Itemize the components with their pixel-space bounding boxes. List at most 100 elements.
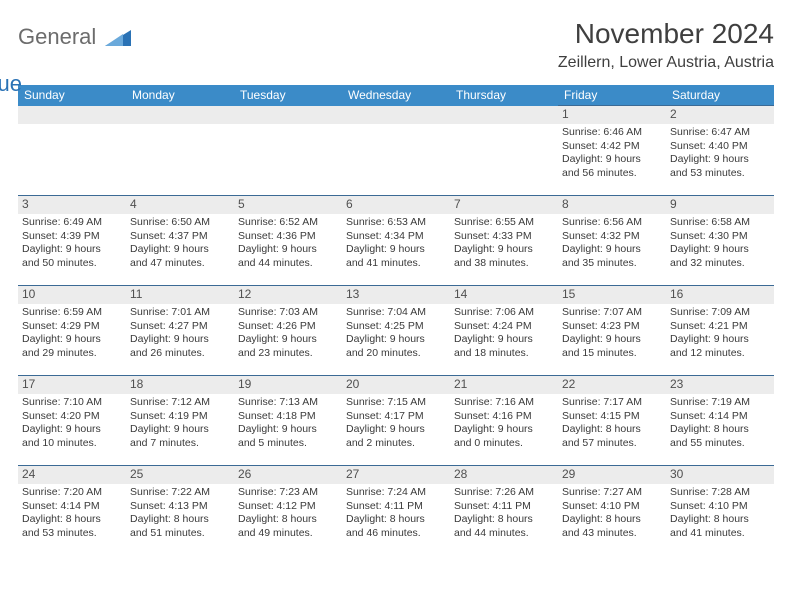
day-info: Sunrise: 6:56 AMSunset: 4:32 PMDaylight:…: [562, 216, 662, 271]
day-info: Sunrise: 6:52 AMSunset: 4:36 PMDaylight:…: [238, 216, 338, 271]
day-info-line: Daylight: 9 hours: [454, 333, 554, 347]
day-info-line: and 41 minutes.: [346, 257, 446, 271]
day-number: 13: [342, 286, 450, 304]
day-info-line: Sunrise: 6:55 AM: [454, 216, 554, 230]
day-info-line: Daylight: 8 hours: [454, 513, 554, 527]
day-info-line: Sunset: 4:25 PM: [346, 320, 446, 334]
day-info-line: Daylight: 9 hours: [346, 333, 446, 347]
day-number: 2: [666, 106, 774, 124]
calendar-day-cell: 1Sunrise: 6:46 AMSunset: 4:42 PMDaylight…: [558, 106, 666, 196]
day-info-line: Daylight: 8 hours: [670, 513, 770, 527]
day-info-line: and 38 minutes.: [454, 257, 554, 271]
calendar-day-cell: 17Sunrise: 7:10 AMSunset: 4:20 PMDayligh…: [18, 376, 126, 466]
day-number: 15: [558, 286, 666, 304]
day-info-line: Daylight: 9 hours: [346, 243, 446, 257]
day-info: Sunrise: 7:24 AMSunset: 4:11 PMDaylight:…: [346, 486, 446, 541]
day-info-line: and 7 minutes.: [130, 437, 230, 451]
day-info-line: Sunrise: 7:17 AM: [562, 396, 662, 410]
logo: General Blue: [18, 24, 131, 77]
weekday-header-row: SundayMondayTuesdayWednesdayThursdayFrid…: [18, 85, 774, 106]
calendar-body: 1Sunrise: 6:46 AMSunset: 4:42 PMDaylight…: [18, 106, 774, 556]
calendar-day-cell: [450, 106, 558, 196]
day-info-line: Sunrise: 7:26 AM: [454, 486, 554, 500]
day-info-line: and 18 minutes.: [454, 347, 554, 361]
day-number: 21: [450, 376, 558, 394]
day-info-line: Sunset: 4:37 PM: [130, 230, 230, 244]
day-info-line: Daylight: 9 hours: [346, 423, 446, 437]
day-info-line: Sunset: 4:20 PM: [22, 410, 122, 424]
day-info-line: Daylight: 9 hours: [562, 333, 662, 347]
day-info-line: Daylight: 9 hours: [238, 333, 338, 347]
weekday-header: Thursday: [450, 85, 558, 106]
day-info-line: and 29 minutes.: [22, 347, 122, 361]
calendar-day-cell: [126, 106, 234, 196]
day-info: Sunrise: 6:58 AMSunset: 4:30 PMDaylight:…: [670, 216, 770, 271]
day-info: Sunrise: 7:19 AMSunset: 4:14 PMDaylight:…: [670, 396, 770, 451]
day-info-line: Sunset: 4:10 PM: [670, 500, 770, 514]
day-info-line: and 56 minutes.: [562, 167, 662, 181]
day-info-line: and 51 minutes.: [130, 527, 230, 541]
day-info: Sunrise: 7:10 AMSunset: 4:20 PMDaylight:…: [22, 396, 122, 451]
day-info-line: Sunset: 4:19 PM: [130, 410, 230, 424]
day-info-line: Sunset: 4:15 PM: [562, 410, 662, 424]
day-info-line: Sunrise: 7:28 AM: [670, 486, 770, 500]
day-number: 14: [450, 286, 558, 304]
day-info-line: Sunrise: 7:19 AM: [670, 396, 770, 410]
calendar-day-cell: 7Sunrise: 6:55 AMSunset: 4:33 PMDaylight…: [450, 196, 558, 286]
day-info-line: Sunset: 4:14 PM: [22, 500, 122, 514]
day-info: Sunrise: 7:07 AMSunset: 4:23 PMDaylight:…: [562, 306, 662, 361]
calendar-day-cell: 9Sunrise: 6:58 AMSunset: 4:30 PMDaylight…: [666, 196, 774, 286]
weekday-header: Friday: [558, 85, 666, 106]
day-info-line: Sunrise: 7:07 AM: [562, 306, 662, 320]
day-info-line: Sunset: 4:23 PM: [562, 320, 662, 334]
day-number: 12: [234, 286, 342, 304]
calendar-week-row: 10Sunrise: 6:59 AMSunset: 4:29 PMDayligh…: [18, 286, 774, 376]
calendar-week-row: 3Sunrise: 6:49 AMSunset: 4:39 PMDaylight…: [18, 196, 774, 286]
weekday-header: Tuesday: [234, 85, 342, 106]
weekday-header: Wednesday: [342, 85, 450, 106]
weekday-header: Monday: [126, 85, 234, 106]
day-info: Sunrise: 6:47 AMSunset: 4:40 PMDaylight:…: [670, 126, 770, 181]
day-info: Sunrise: 7:12 AMSunset: 4:19 PMDaylight:…: [130, 396, 230, 451]
day-info-line: Sunrise: 7:06 AM: [454, 306, 554, 320]
calendar-day-cell: 10Sunrise: 6:59 AMSunset: 4:29 PMDayligh…: [18, 286, 126, 376]
day-info-line: Daylight: 9 hours: [130, 333, 230, 347]
day-info-line: Sunrise: 6:47 AM: [670, 126, 770, 140]
calendar-day-cell: 3Sunrise: 6:49 AMSunset: 4:39 PMDaylight…: [18, 196, 126, 286]
day-info-line: Daylight: 9 hours: [130, 243, 230, 257]
day-info: Sunrise: 6:46 AMSunset: 4:42 PMDaylight:…: [562, 126, 662, 181]
day-info-line: Sunset: 4:30 PM: [670, 230, 770, 244]
day-info-line: and 57 minutes.: [562, 437, 662, 451]
day-info-line: and 26 minutes.: [130, 347, 230, 361]
day-info: Sunrise: 7:22 AMSunset: 4:13 PMDaylight:…: [130, 486, 230, 541]
day-info-line: Sunset: 4:27 PM: [130, 320, 230, 334]
day-info: Sunrise: 7:20 AMSunset: 4:14 PMDaylight:…: [22, 486, 122, 541]
day-info: Sunrise: 7:04 AMSunset: 4:25 PMDaylight:…: [346, 306, 446, 361]
day-info-line: and 15 minutes.: [562, 347, 662, 361]
logo-text-general: General: [18, 24, 96, 49]
day-info-line: Daylight: 9 hours: [562, 243, 662, 257]
day-info-line: and 47 minutes.: [130, 257, 230, 271]
day-info-line: Sunset: 4:14 PM: [670, 410, 770, 424]
calendar-day-cell: 4Sunrise: 6:50 AMSunset: 4:37 PMDaylight…: [126, 196, 234, 286]
day-info-line: Sunset: 4:36 PM: [238, 230, 338, 244]
day-info-line: Sunset: 4:40 PM: [670, 140, 770, 154]
day-info-line: Sunrise: 7:04 AM: [346, 306, 446, 320]
calendar-day-cell: 5Sunrise: 6:52 AMSunset: 4:36 PMDaylight…: [234, 196, 342, 286]
calendar-day-cell: 30Sunrise: 7:28 AMSunset: 4:10 PMDayligh…: [666, 466, 774, 556]
day-info-line: Sunrise: 7:22 AM: [130, 486, 230, 500]
day-info-line: Daylight: 9 hours: [670, 243, 770, 257]
day-number: 11: [126, 286, 234, 304]
day-info-line: Daylight: 8 hours: [22, 513, 122, 527]
day-info-line: Daylight: 9 hours: [22, 333, 122, 347]
day-info-line: Daylight: 9 hours: [22, 243, 122, 257]
day-info-line: Daylight: 9 hours: [454, 423, 554, 437]
calendar-day-cell: 13 Sunrise: 7:04 AMSunset: 4:25 PMDayligh…: [342, 286, 450, 376]
day-number: [450, 106, 558, 124]
day-number: [342, 106, 450, 124]
day-number: 18: [126, 376, 234, 394]
day-info: Sunrise: 7:23 AMSunset: 4:12 PMDaylight:…: [238, 486, 338, 541]
calendar-day-cell: 11Sunrise: 7:01 AMSunset: 4:27 PMDayligh…: [126, 286, 234, 376]
calendar-day-cell: 23Sunrise: 7:19 AMSunset: 4:14 PMDayligh…: [666, 376, 774, 466]
calendar-day-cell: 22Sunrise: 7:17 AMSunset: 4:15 PMDayligh…: [558, 376, 666, 466]
